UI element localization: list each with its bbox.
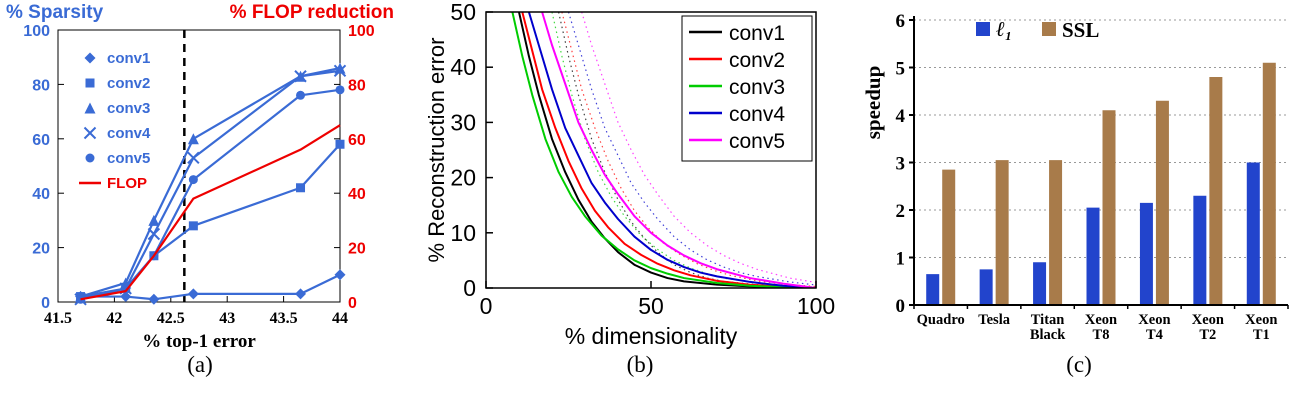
svg-text:conv4: conv4 — [107, 125, 151, 142]
svg-text:40: 40 — [450, 54, 476, 80]
svg-text:50: 50 — [638, 293, 664, 319]
svg-text:conv1: conv1 — [107, 50, 150, 67]
svg-text:Xeon: Xeon — [1138, 312, 1170, 328]
svg-text:40: 40 — [32, 186, 50, 203]
svg-text:0: 0 — [896, 296, 906, 317]
svg-text:100: 100 — [23, 23, 50, 40]
svg-text:Black: Black — [1030, 327, 1066, 343]
caption-a: (a) — [187, 352, 213, 377]
svg-text:80: 80 — [32, 77, 50, 94]
svg-text:0: 0 — [463, 275, 476, 301]
svg-text:Titan: Titan — [1031, 312, 1065, 328]
svg-text:% dimensionality: % dimensionality — [565, 323, 738, 349]
panel-b: 0 50 100 0 10 20 30 40 50 % dimensionality % Recon… — [424, 0, 856, 378]
svg-text:42.5: 42.5 — [157, 310, 185, 327]
svg-text:conv3: conv3 — [107, 100, 150, 117]
svg-text:T4: T4 — [1146, 327, 1163, 343]
svg-text:20: 20 — [32, 241, 50, 258]
svg-text:FLOP: FLOP — [107, 175, 147, 192]
svg-text:% Sparsity: % Sparsity — [6, 2, 104, 23]
svg-text:ℓ₁: ℓ₁ — [996, 17, 1012, 41]
svg-text:T8: T8 — [1093, 327, 1110, 343]
svg-text:% Reconstruction error: % Reconstruction error — [424, 38, 449, 263]
svg-text:20: 20 — [450, 165, 476, 191]
svg-text:conv2: conv2 — [107, 75, 150, 92]
svg-text:% top-1 error: % top-1 error — [142, 331, 256, 352]
svg-text:3: 3 — [896, 154, 906, 175]
svg-text:2: 2 — [896, 201, 906, 222]
svg-text:conv2: conv2 — [729, 49, 785, 72]
panel-a: 41.5 42 42.5 43 43.5 44 0 0 20 20 40 40 60 60 80 80 100 1… — [4, 0, 396, 378]
svg-text:speedup: speedup — [864, 66, 885, 140]
svg-text:100: 100 — [797, 293, 835, 319]
svg-text:42: 42 — [106, 310, 122, 327]
svg-text:conv3: conv3 — [729, 76, 785, 99]
caption-b: (b) — [626, 352, 654, 377]
panel-c: Quadro Tesla Titan Black Xeon T8 Xeon T4 Xeon T2 X… — [864, 0, 1294, 378]
svg-text:6: 6 — [896, 11, 906, 32]
svg-text:44: 44 — [332, 310, 348, 327]
svg-text:60: 60 — [348, 132, 366, 149]
svg-text:80: 80 — [348, 77, 366, 94]
svg-text:Xeon: Xeon — [1245, 312, 1277, 328]
speedup-bar-chart: Quadro Tesla TitanBlackXeonT8XeonT4XeonT2X… — [864, 11, 1289, 343]
svg-text:50: 50 — [450, 0, 476, 25]
svg-text:41.5: 41.5 — [44, 310, 72, 327]
svg-text:60: 60 — [32, 132, 50, 149]
svg-text:conv5: conv5 — [107, 150, 150, 167]
svg-text:20: 20 — [348, 241, 366, 258]
svg-text:4: 4 — [896, 106, 906, 127]
svg-text:Quadro: Quadro — [917, 312, 965, 328]
svg-text:conv1: conv1 — [729, 22, 785, 45]
svg-text:T2: T2 — [1199, 327, 1216, 343]
svg-text:SSL: SSL — [1062, 18, 1099, 42]
svg-text:43: 43 — [219, 310, 235, 327]
svg-text:Xeon: Xeon — [1085, 312, 1117, 328]
svg-text:40: 40 — [348, 186, 366, 203]
svg-text:10: 10 — [450, 220, 476, 246]
reconstruction-error-chart: 0 50 100 0 10 20 30 40 50 % dimensionality % Recon… — [424, 0, 835, 349]
svg-text:0: 0 — [41, 295, 50, 312]
svg-text:1: 1 — [896, 249, 906, 270]
svg-text:conv5: conv5 — [729, 130, 785, 153]
svg-text:% FLOP reduction: % FLOP reduction — [230, 2, 394, 23]
svg-text:0: 0 — [348, 295, 357, 312]
svg-text:T1: T1 — [1253, 327, 1270, 343]
svg-text:Xeon: Xeon — [1192, 312, 1224, 328]
svg-text:100: 100 — [348, 23, 375, 40]
svg-text:0: 0 — [480, 293, 493, 319]
svg-text:30: 30 — [450, 109, 476, 135]
svg-text:conv4: conv4 — [729, 103, 785, 126]
caption-c: (c) — [1066, 352, 1092, 377]
svg-text:Tesla: Tesla — [978, 312, 1010, 328]
svg-text:43.5: 43.5 — [270, 310, 298, 327]
svg-text:5: 5 — [896, 59, 906, 80]
